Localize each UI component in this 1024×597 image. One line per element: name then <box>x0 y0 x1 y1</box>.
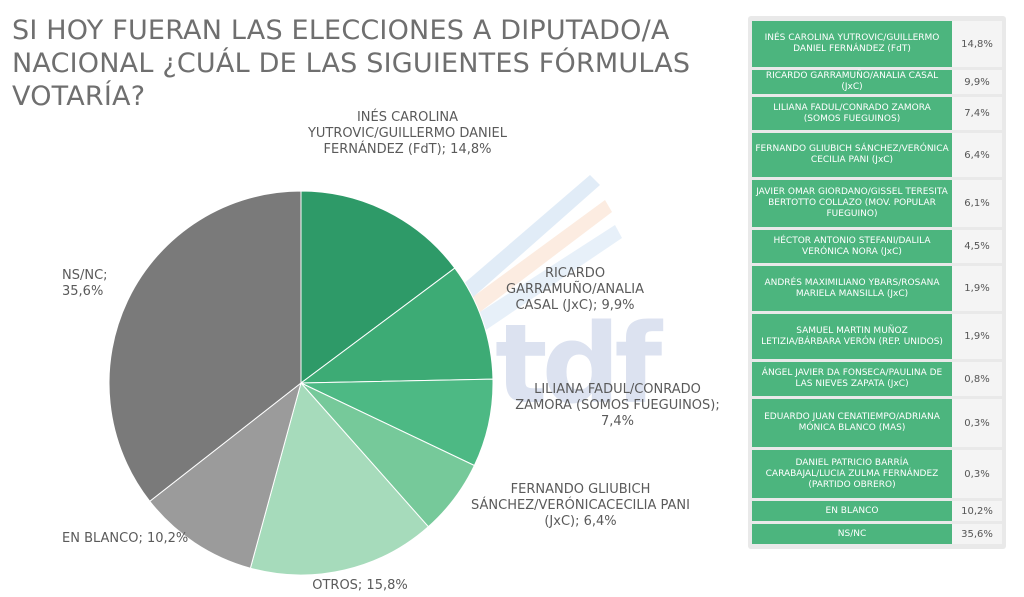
table-row-value: 9,9% <box>952 70 1002 94</box>
table-row-name: LILIANA FADUL/CONRADO ZAMORA (SOMOS FUEG… <box>752 97 952 130</box>
table-row-name: INÉS CAROLINA YUTROVIC/GUILLERMO DANIEL … <box>752 21 952 67</box>
table-row: INÉS CAROLINA YUTROVIC/GUILLERMO DANIEL … <box>752 21 1002 67</box>
table-row: LILIANA FADUL/CONRADO ZAMORA (SOMOS FUEG… <box>752 97 1002 130</box>
table-row-value: 14,8% <box>952 21 1002 67</box>
pie-slice-en-blanco <box>149 381 302 569</box>
table-row-name: RICARDO GARRAMUÑO/ANALIA CASAL (JxC) <box>752 70 952 94</box>
pie-slice-garramuno <box>299 267 494 384</box>
pie-slice-yutrovic <box>300 190 456 384</box>
table-row-value: 6,1% <box>952 180 1002 227</box>
table-row: ÁNGEL JAVIER DA FONSECA/PAULINA DE LAS N… <box>752 362 1002 396</box>
table-row-name: EN BLANCO <box>752 501 952 521</box>
table-row-value: 1,9% <box>952 314 1002 359</box>
slice-label-fadul: LILIANA FADUL/CONRADO ZAMORA (SOMOS FUEG… <box>515 382 720 429</box>
table-row-value: 1,9% <box>952 266 1002 311</box>
table-row: RICARDO GARRAMUÑO/ANALIA CASAL (JxC) 9,9… <box>752 70 1002 94</box>
table-row: JAVIER OMAR GIORDANO/GISSEL TERESITA BER… <box>752 180 1002 227</box>
table-row-name: SAMUEL MARTIN MUÑOZ LETIZIA/BÁRBARA VERÓ… <box>752 314 952 359</box>
table-row: SAMUEL MARTIN MUÑOZ LETIZIA/BÁRBARA VERÓ… <box>752 314 1002 359</box>
table-row-value: 0,3% <box>952 399 1002 447</box>
chart-title: SI HOY FUERAN LAS ELECCIONES A DIPUTADO/… <box>12 15 691 112</box>
table-row-value: 6,4% <box>952 133 1002 177</box>
slice-label-gliubich: FERNANDO GLIUBICH SÁNCHEZ/VERÓNICACECILI… <box>471 482 690 529</box>
table-row: HÉCTOR ANTONIO STEFANI/DALILA VERÓNICA N… <box>752 230 1002 263</box>
table-row-name: EDUARDO JUAN CENATIEMPO/ADRIANA MÓNICA B… <box>752 399 952 447</box>
table-row-value: 0,8% <box>952 362 1002 396</box>
slice-label-nsnc: NS/NC; 35,6% <box>62 268 108 299</box>
table-row-name: FERNANDO GLIUBICH SÁNCHEZ/VERÓNICA CECIL… <box>752 133 952 177</box>
table-row-name: HÉCTOR ANTONIO STEFANI/DALILA VERÓNICA N… <box>752 230 952 263</box>
results-table: INÉS CAROLINA YUTROVIC/GUILLERMO DANIEL … <box>748 16 1006 549</box>
pie-slice-otros <box>249 381 430 576</box>
table-row: EDUARDO JUAN CENATIEMPO/ADRIANA MÓNICA B… <box>752 399 1002 447</box>
table-row: EN BLANCO 10,2% <box>752 501 1002 521</box>
slice-label-garramuno: RICARDO GARRAMUÑO/ANALIA CASAL (JxC); 9,… <box>506 266 644 313</box>
table-row-name: ÁNGEL JAVIER DA FONSECA/PAULINA DE LAS N… <box>752 362 952 396</box>
table-row: DANIEL PATRICIO BARRÍA CARABAJAL/LUCIA Z… <box>752 450 1002 498</box>
table-row-name: JAVIER OMAR GIORDANO/GISSEL TERESITA BER… <box>752 180 952 227</box>
table-row-value: 10,2% <box>952 501 1002 521</box>
table-row-value: 35,6% <box>952 524 1002 544</box>
table-row-value: 4,5% <box>952 230 1002 263</box>
table-row: NS/NC 35,6% <box>752 524 1002 544</box>
slice-label-otros: OTROS; 15,8% <box>312 578 408 593</box>
slice-label-yutrovic: INÉS CAROLINA YUTROVIC/GUILLERMO DANIEL … <box>307 110 508 157</box>
table-row-value: 0,3% <box>952 450 1002 498</box>
table-row: FERNANDO GLIUBICH SÁNCHEZ/VERÓNICA CECIL… <box>752 133 1002 177</box>
tdf-watermark: tdf <box>495 300 662 428</box>
table-row-name: ANDRÉS MAXIMILIANO YBARS/ROSANA MARIELA … <box>752 266 952 311</box>
table-row: ANDRÉS MAXIMILIANO YBARS/ROSANA MARIELA … <box>752 266 1002 311</box>
slice-label-en-blanco: EN BLANCO; 10,2% <box>62 531 189 546</box>
table-row-name: NS/NC <box>752 524 952 544</box>
table-row-value: 7,4% <box>952 97 1002 130</box>
pie-slice-nsnc <box>108 190 302 502</box>
table-row-name: DANIEL PATRICIO BARRÍA CARABAJAL/LUCIA Z… <box>752 450 952 498</box>
